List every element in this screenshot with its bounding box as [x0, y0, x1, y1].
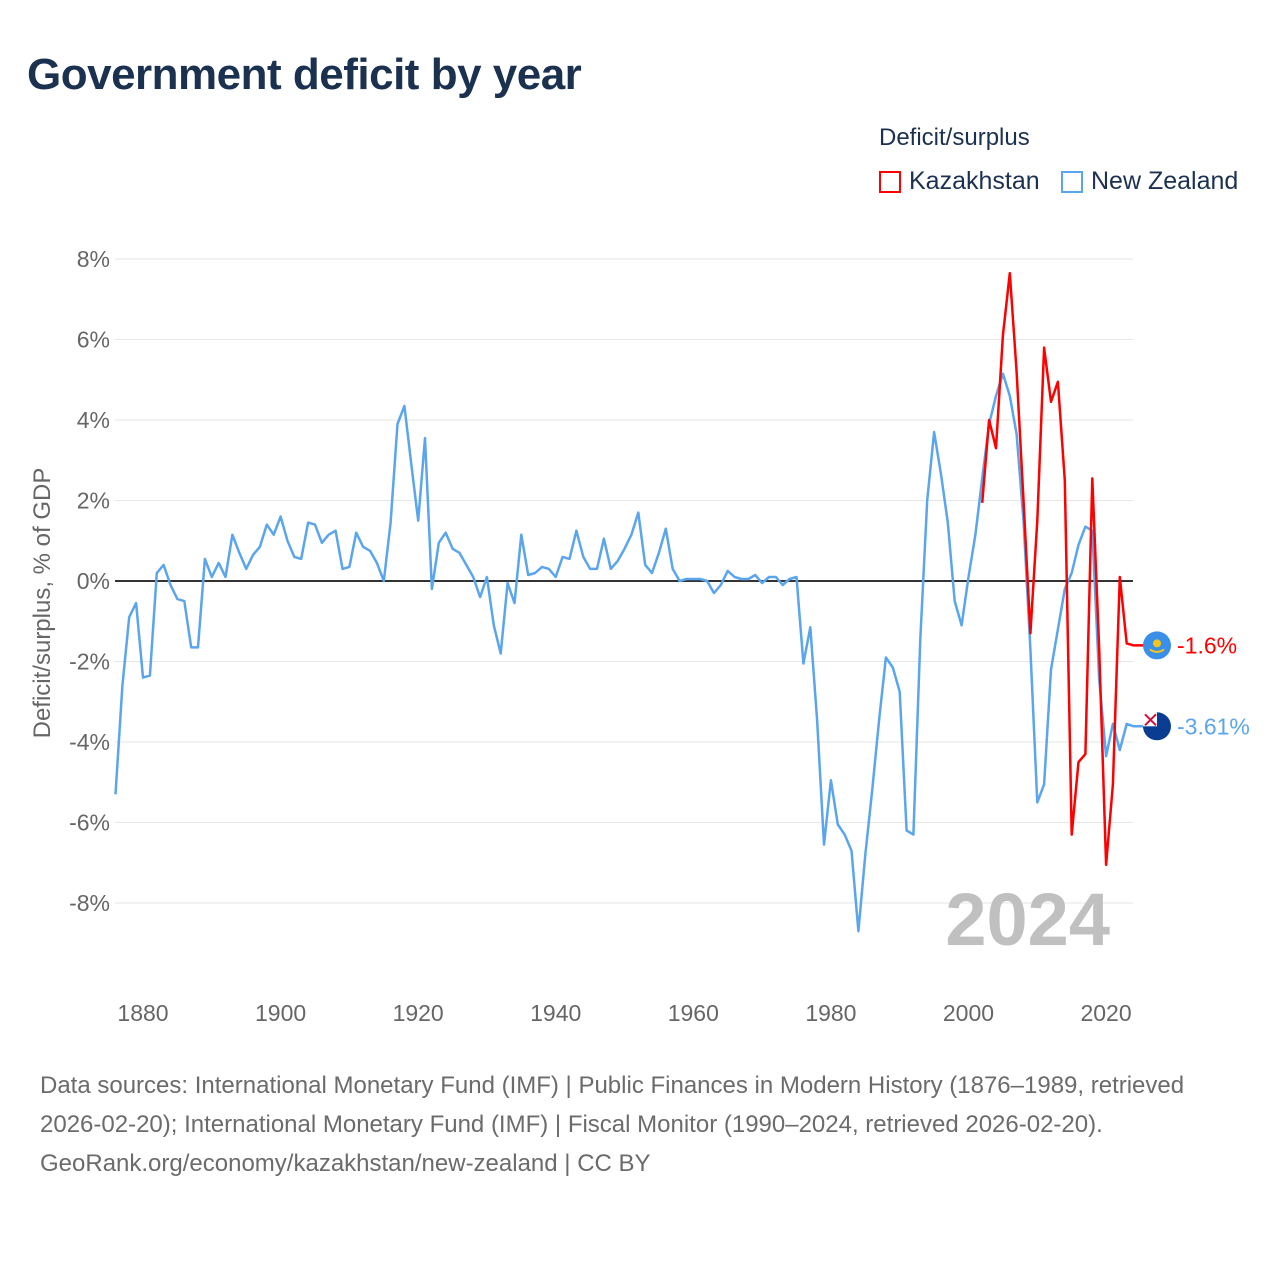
- legend-swatch-new-zealand: [1061, 170, 1083, 193]
- legend-item-new-zealand[interactable]: New Zealand: [1061, 167, 1238, 196]
- line-chart: 8%6%4%2%0%-2%-4%-6%-8% 1880 1900 1920 1940 1…: [29, 246, 1250, 1026]
- y-tick-label: 2%: [77, 488, 110, 514]
- x-tick-label: 1960: [668, 1000, 719, 1026]
- flag-cross: [1144, 713, 1157, 727]
- series-line-new-zealand: [114, 372, 1157, 933]
- x-tick-label: 1940: [530, 1000, 581, 1026]
- y-tick-label: 0%: [77, 568, 110, 594]
- y-tick-label: 8%: [77, 246, 110, 272]
- legend-label: Kazakhstan: [909, 167, 1040, 195]
- legend-label: New Zealand: [1091, 167, 1239, 195]
- page-title: Government deficit by year: [27, 50, 582, 99]
- x-tick-label: 1920: [393, 1000, 444, 1026]
- series-line-kazakhstan: [980, 271, 1157, 867]
- y-tick-label: -4%: [69, 729, 110, 755]
- x-tick-label: 1880: [117, 1000, 168, 1026]
- y-axis-label: Deficit/surplus, % of GDP: [29, 468, 56, 739]
- flag-sun: [1153, 639, 1161, 648]
- kazakhstan-flag-icon: [1143, 631, 1171, 660]
- end-labels: -3.61% -1.6%: [1143, 631, 1250, 741]
- y-tick-label: -8%: [69, 890, 110, 916]
- x-tick-label: 1980: [805, 1000, 856, 1026]
- y-tick-label: 6%: [77, 327, 110, 353]
- y-tick-label: 4%: [77, 407, 110, 433]
- end-label-kazakhstan: -1.6%: [1177, 632, 1237, 658]
- x-tick-label: 1900: [255, 1000, 306, 1026]
- x-axis-ticks: 1880 1900 1920 1940 1960 1980 2000 2020: [117, 1000, 1131, 1026]
- legend-item-kazakhstan[interactable]: Kazakhstan: [879, 167, 1040, 196]
- y-tick-label: -6%: [69, 810, 110, 836]
- series-lines: [114, 271, 1157, 933]
- year-watermark: 2024: [945, 878, 1110, 961]
- data-sources: Data sources: International Monetary Fun…: [40, 1072, 1185, 1138]
- x-tick-label: 2020: [1080, 1000, 1131, 1026]
- new-zealand-flag-icon: [1143, 712, 1171, 741]
- y-axis-ticks: 8% 6% 4% 2% 0% -2% -4% -6% -8%: [69, 246, 110, 916]
- legend-swatch-kazakhstan: [879, 170, 901, 193]
- footer: Data sources: International Monetary Fun…: [40, 1066, 1240, 1183]
- x-tick-label: 2000: [943, 1000, 994, 1026]
- y-tick-label: -2%: [69, 649, 110, 675]
- flag-eagle: [1149, 648, 1165, 653]
- end-label-new-zealand: -3.61%: [1177, 713, 1250, 739]
- legend-title: Deficit/surplus: [879, 124, 1030, 151]
- credit-link[interactable]: GeoRank.org/economy/kazakhstan/new-zeala…: [40, 1150, 651, 1177]
